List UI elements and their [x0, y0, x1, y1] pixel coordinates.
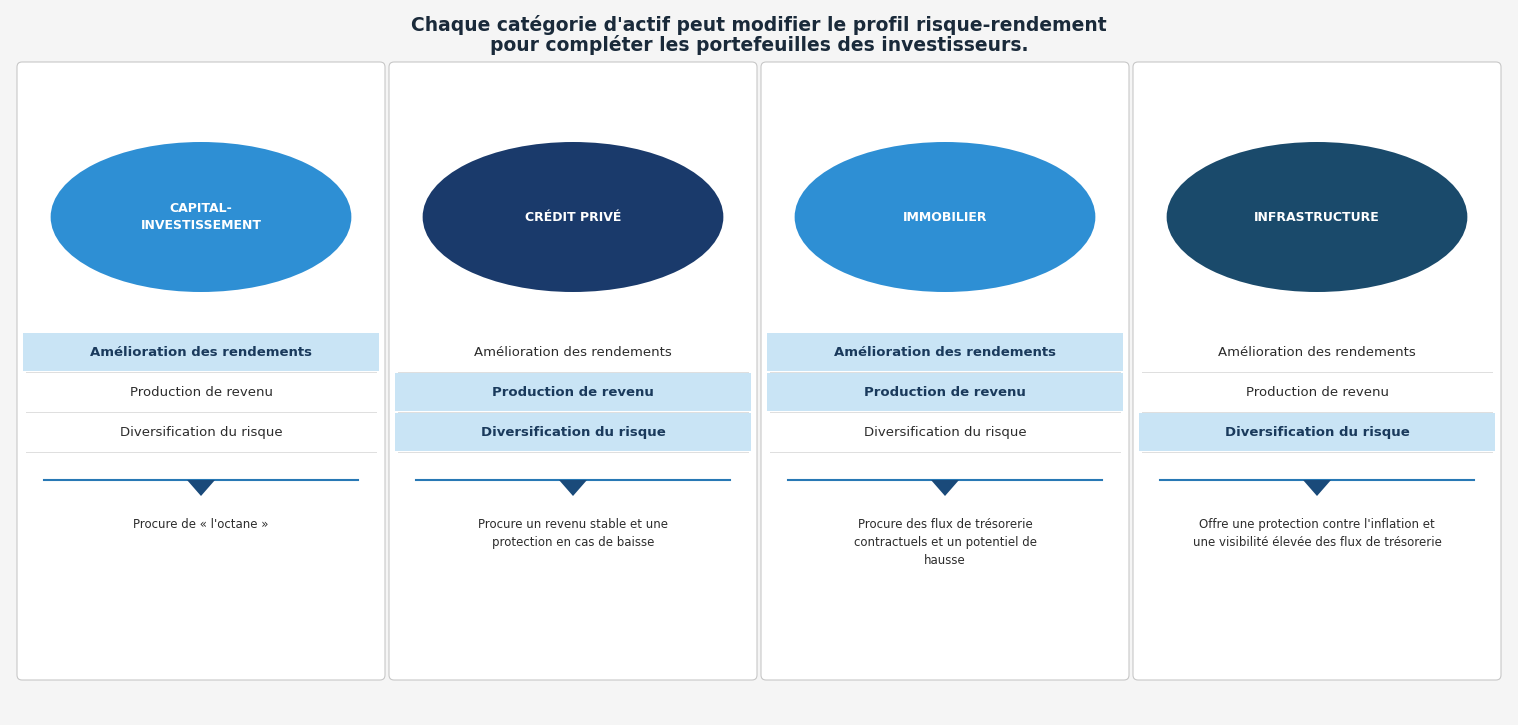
Text: Procure des flux de trésorerie
contractuels et un potentiel de
hausse: Procure des flux de trésorerie contractu…	[853, 518, 1037, 567]
Text: Diversification du risque: Diversification du risque	[1225, 426, 1409, 439]
FancyBboxPatch shape	[23, 333, 379, 371]
FancyBboxPatch shape	[767, 333, 1123, 371]
FancyBboxPatch shape	[1138, 413, 1495, 451]
Polygon shape	[931, 480, 959, 496]
Text: Amélioration des rendements: Amélioration des rendements	[1217, 346, 1416, 358]
Text: Production de revenu: Production de revenu	[1245, 386, 1389, 399]
Text: Amélioration des rendements: Amélioration des rendements	[474, 346, 672, 358]
Text: Procure de « l'octane »: Procure de « l'octane »	[134, 518, 269, 531]
Text: Diversification du risque: Diversification du risque	[481, 426, 665, 439]
Text: CAPITAL-
INVESTISSEMENT: CAPITAL- INVESTISSEMENT	[141, 202, 261, 232]
Text: Production de revenu: Production de revenu	[864, 386, 1026, 399]
Text: Offre une protection contre l'inflation et
une visibilité élevée des flux de tré: Offre une protection contre l'inflation …	[1193, 518, 1442, 549]
Text: Amélioration des rendements: Amélioration des rendements	[90, 346, 313, 358]
Text: Production de revenu: Production de revenu	[129, 386, 273, 399]
Text: IMMOBILIER: IMMOBILIER	[903, 210, 987, 223]
Text: pour compléter les portefeuilles des investisseurs.: pour compléter les portefeuilles des inv…	[490, 35, 1028, 55]
FancyBboxPatch shape	[389, 62, 757, 680]
Polygon shape	[559, 480, 587, 496]
FancyBboxPatch shape	[761, 62, 1129, 680]
FancyBboxPatch shape	[767, 373, 1123, 411]
Text: Production de revenu: Production de revenu	[492, 386, 654, 399]
Ellipse shape	[1167, 142, 1468, 292]
Text: CRÉDIT PRIVÉ: CRÉDIT PRIVÉ	[525, 210, 621, 223]
Polygon shape	[187, 480, 216, 496]
Text: INFRASTRUCTURE: INFRASTRUCTURE	[1254, 210, 1380, 223]
FancyBboxPatch shape	[395, 413, 751, 451]
FancyBboxPatch shape	[1132, 62, 1501, 680]
Ellipse shape	[422, 142, 724, 292]
Text: Procure un revenu stable et une
protection en cas de baisse: Procure un revenu stable et une protecti…	[478, 518, 668, 549]
Ellipse shape	[794, 142, 1096, 292]
FancyBboxPatch shape	[395, 373, 751, 411]
Polygon shape	[1302, 480, 1331, 496]
Text: Amélioration des rendements: Amélioration des rendements	[833, 346, 1057, 358]
Text: Diversification du risque: Diversification du risque	[864, 426, 1026, 439]
Ellipse shape	[50, 142, 351, 292]
Text: Chaque catégorie d'actif peut modifier le profil risque-rendement: Chaque catégorie d'actif peut modifier l…	[411, 15, 1107, 35]
Text: Diversification du risque: Diversification du risque	[120, 426, 282, 439]
FancyBboxPatch shape	[17, 62, 386, 680]
